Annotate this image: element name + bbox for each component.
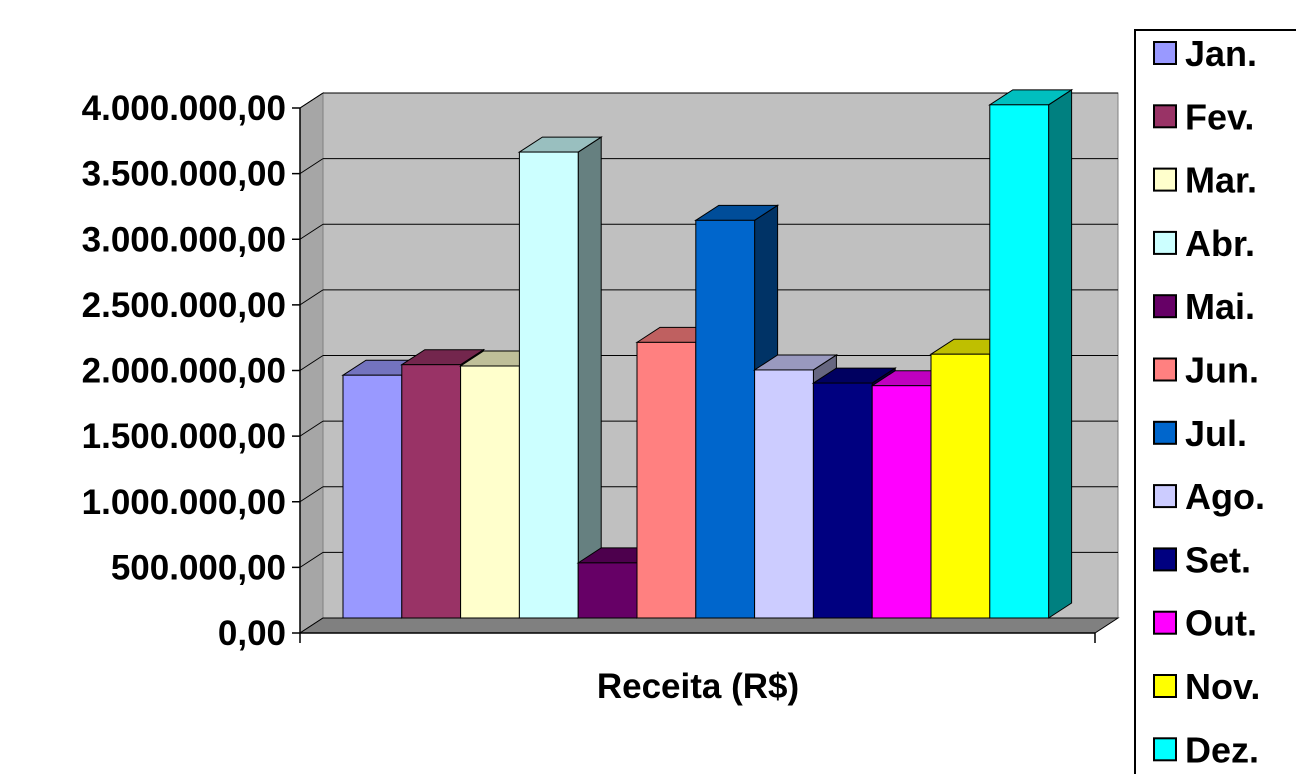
legend-item: Mai.: [1153, 286, 1255, 327]
legend-item: Ago.: [1153, 476, 1265, 517]
legend-swatch: [1153, 737, 1177, 762]
legend-label: Jan.: [1185, 33, 1257, 74]
bar-front: [636, 341, 697, 619]
legend-label: Jun.: [1185, 350, 1259, 391]
legend-swatch: [1153, 420, 1177, 445]
legend-label: Abr.: [1185, 223, 1255, 264]
legend-item: Nov.: [1153, 666, 1260, 707]
gridline-side: [299, 486, 324, 503]
bars: [341, 88, 1074, 619]
gridline-side: [299, 551, 324, 568]
gridline-side: [299, 355, 324, 371]
x-axis-label: Receita (R$): [597, 667, 799, 706]
legend-item: Fev.: [1153, 96, 1254, 137]
legend-item: Mar.: [1153, 160, 1257, 201]
bar-front: [812, 382, 873, 619]
bar-side: [1048, 88, 1073, 619]
bar-front: [695, 219, 756, 619]
legend-item: Set.: [1153, 539, 1251, 580]
legend-item: Jun.: [1153, 350, 1259, 391]
legend-swatch: [1153, 547, 1177, 572]
bar-front: [577, 562, 638, 619]
y-tick-label: 1.500.000,00: [82, 417, 286, 456]
y-tick-label: 2.500.000,00: [82, 286, 286, 325]
bar-abr: [517, 136, 603, 619]
bar-side: [577, 136, 602, 619]
y-tick-label: 3.500.000,00: [82, 155, 286, 194]
legend-item: Out.: [1153, 603, 1257, 644]
gridline-side: [299, 420, 324, 437]
legend-swatch: [1153, 484, 1177, 509]
legend-swatch: [1153, 674, 1177, 698]
y-tick-label: 500.000,00: [111, 548, 286, 587]
legend-item: Abr.: [1153, 223, 1255, 264]
legend-swatch: [1153, 230, 1177, 255]
y-tick-label: 2.000.000,00: [82, 352, 286, 391]
bar-front: [518, 151, 579, 619]
legend-swatch: [1153, 610, 1177, 635]
floor: [298, 617, 1120, 634]
legend-item: Dez.: [1153, 729, 1259, 770]
legend-label: Set.: [1185, 539, 1251, 580]
y-tick-label: 3.000.000,00: [82, 220, 286, 259]
legend-swatch: [1153, 41, 1177, 65]
bar-front: [871, 385, 932, 619]
legend-label: Mar.: [1185, 160, 1257, 201]
gridline-side: [299, 223, 324, 240]
legend-swatch: [1153, 357, 1177, 382]
legend-swatch: [1153, 104, 1177, 129]
legend-box: [1134, 29, 1296, 774]
y-axis: 0,00 500.000,00 1.000.000,00 1.500.000,00 2.…: [82, 89, 1096, 653]
legend-label: Dez.: [1185, 729, 1259, 770]
legend-label: Ago.: [1185, 476, 1265, 517]
bar-front: [342, 374, 403, 619]
bar-dez: [988, 88, 1074, 619]
legend-label: Fev.: [1185, 96, 1254, 137]
bar-front: [989, 104, 1050, 619]
gridline-side: [299, 92, 324, 109]
y-tick-label: 4.000.000,00: [82, 89, 286, 128]
legend-label: Jul.: [1185, 413, 1247, 454]
gridline-side: [299, 289, 324, 306]
y-tick-label: 0,00: [218, 614, 286, 653]
legend-label: Mai.: [1185, 286, 1255, 327]
legend-item: Jul.: [1153, 413, 1247, 454]
gridline-side: [299, 158, 324, 175]
bar-front: [460, 365, 520, 619]
legend: Jan. Fev. Mar. Abr. Mai. Jun. Jul. Ago. Set. Out.…: [1134, 29, 1296, 774]
bar-front: [930, 353, 991, 619]
legend-label: Out.: [1185, 603, 1257, 644]
bar-front: [401, 364, 462, 619]
legend-swatch: [1153, 294, 1177, 319]
legend-item: Jan.: [1153, 33, 1257, 74]
bar-front: [754, 369, 814, 619]
legend-swatch: [1153, 167, 1177, 192]
legend-label: Nov.: [1185, 666, 1260, 707]
y-tick-label: 1.000.000,00: [82, 483, 286, 522]
